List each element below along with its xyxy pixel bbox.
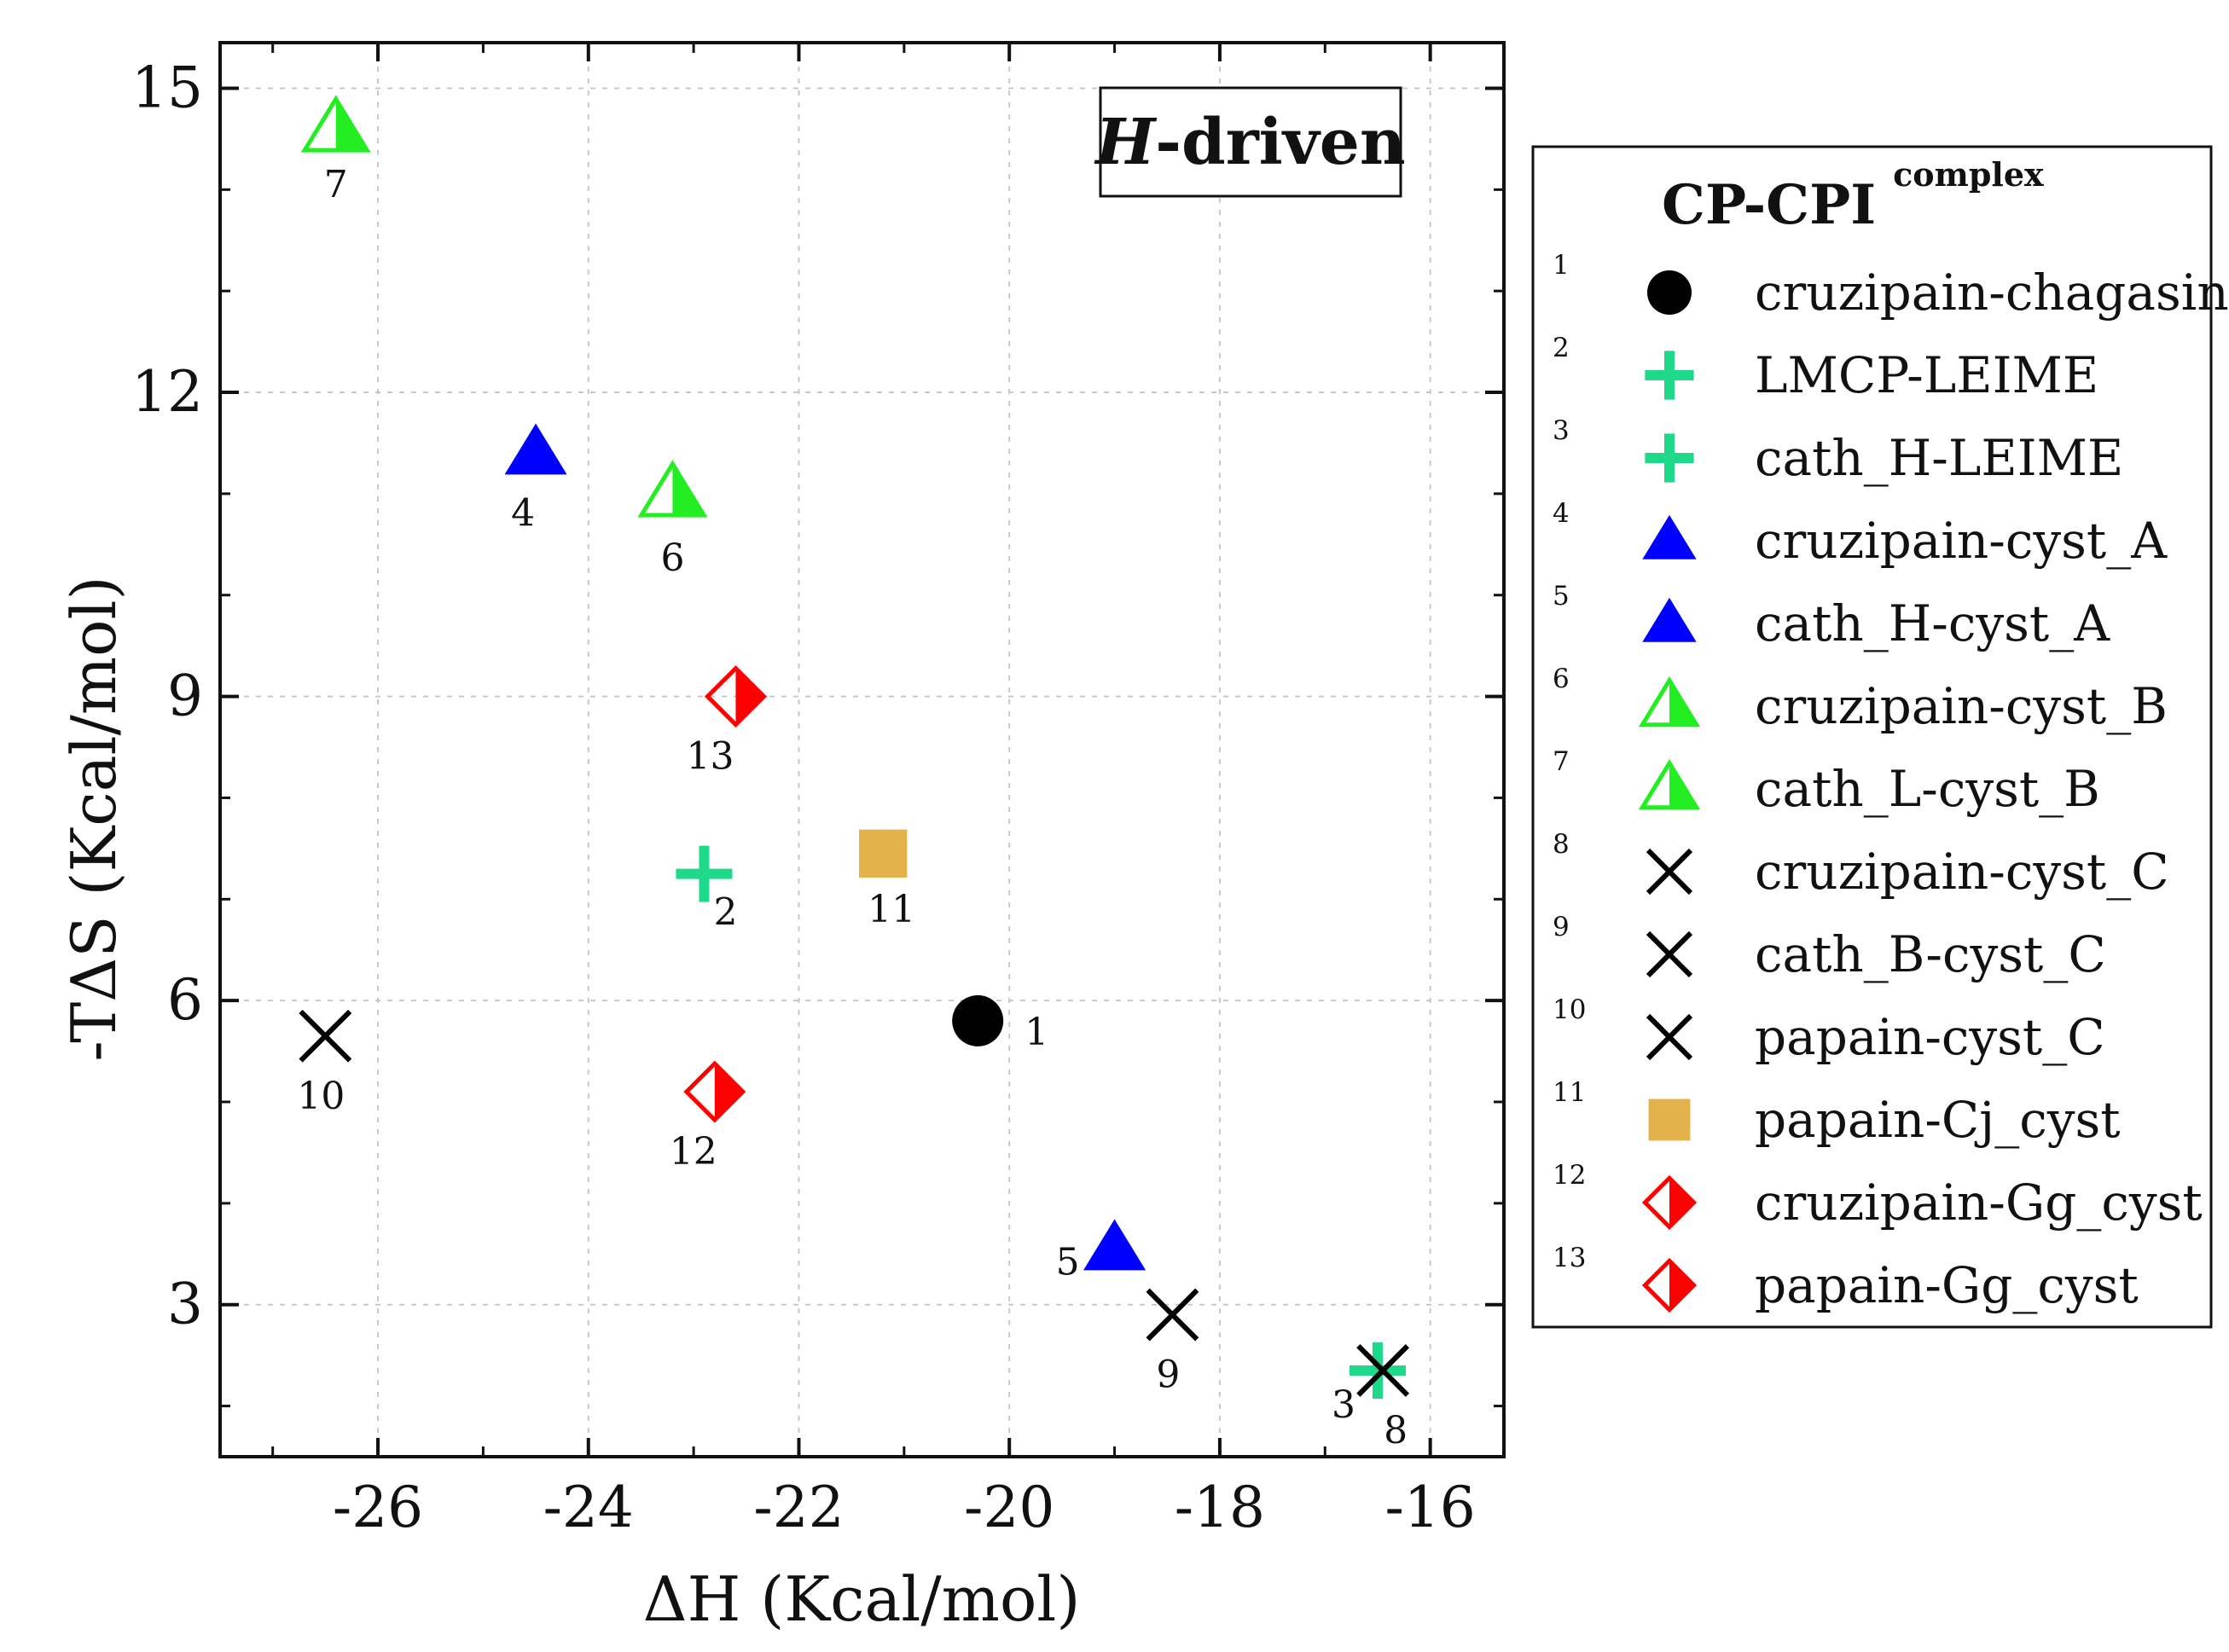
point-12-marker	[683, 1060, 746, 1123]
grid	[220, 43, 1504, 1457]
point-label: 10	[297, 1075, 345, 1118]
plot-frame	[218, 41, 1506, 1458]
legend-marker-10	[1646, 1013, 1693, 1061]
y-tick-label: 6	[167, 967, 203, 1033]
legend-marker-11	[1648, 1098, 1691, 1141]
annotation-text: H-driven	[1094, 106, 1405, 179]
x-tick-label: -26	[333, 1475, 423, 1540]
point-2-marker	[676, 845, 733, 902]
legend-marker-3	[1645, 433, 1694, 483]
y-axis-title: -TΔS (Kcal/mol)	[58, 576, 130, 1061]
point-10-marker	[299, 1009, 352, 1063]
legend-entry-number: 12	[1553, 1160, 1586, 1191]
point-7-marker	[300, 95, 371, 153]
legend-entry-number: 11	[1553, 1077, 1586, 1108]
point-6-marker	[637, 460, 708, 518]
legend-entry-number: 3	[1553, 415, 1570, 446]
legend-marker-12	[1641, 1174, 1698, 1231]
point-label: 9	[1156, 1353, 1180, 1397]
point-1-marker	[952, 994, 1004, 1046]
legend-entry-label: cath_H-LEIME	[1755, 429, 2123, 487]
legend-entry-label: LMCP-LEIME	[1755, 346, 2098, 404]
legend-entry-number: 10	[1553, 994, 1586, 1025]
point-label: 1	[1025, 1011, 1048, 1054]
y-tick-label: 12	[131, 359, 203, 425]
x-tick-label: -22	[753, 1475, 844, 1540]
legend-entry-label: cath_L-cyst_B	[1755, 760, 2100, 818]
point-4-marker	[504, 423, 567, 475]
legend-entry-number: 1	[1553, 250, 1570, 281]
annotation-rest: -driven	[1155, 106, 1405, 179]
legend-entry-label: cath_B-cyst_C	[1755, 925, 2106, 983]
legend-marker-7	[1638, 759, 1701, 810]
point-13-marker	[704, 665, 768, 728]
x-tick-label: -24	[543, 1475, 634, 1540]
legend-marker-4	[1642, 514, 1697, 559]
legend-marker-2	[1645, 351, 1694, 400]
point-label: 6	[660, 536, 684, 580]
y-tick-label: 15	[131, 55, 203, 120]
legend-entry-number: 4	[1553, 498, 1570, 529]
legend-entry-number: 13	[1553, 1243, 1586, 1273]
annotation-box	[1099, 86, 1402, 198]
x-tick-label: -18	[1175, 1475, 1265, 1540]
point-label: 11	[868, 888, 915, 931]
x-axis-title: ΔH (Kcal/mol)	[643, 1563, 1081, 1635]
legend-entry-label: cruzipain-Gg_cyst	[1755, 1174, 2203, 1232]
point-label: 3	[1332, 1383, 1355, 1427]
legend-marker-5	[1642, 597, 1697, 642]
legend-entry-number: 9	[1553, 912, 1570, 942]
legend-marker-13	[1641, 1257, 1698, 1313]
legend-entry-number: 6	[1553, 664, 1570, 694]
legend-entry-label: papain-cyst_C	[1755, 1008, 2105, 1066]
legend-entry-label: papain-Gg_cyst	[1755, 1256, 2139, 1314]
legend-entry-label: cath_H-cyst_A	[1755, 594, 2110, 652]
legend-entry-number: 7	[1553, 746, 1570, 777]
legend-entries: 1 cruzipain-chagasin 2 LMCP-LEIME 3 cath_H-LE…	[1553, 250, 2229, 1314]
legend-title: CP-CPI complex	[1662, 155, 2044, 237]
annotation-italic: H	[1094, 106, 1157, 179]
point-8-marker	[1356, 1344, 1410, 1397]
legend-entry-number: 8	[1553, 829, 1570, 860]
x-tick-label: -20	[964, 1475, 1054, 1540]
point-label: 4	[511, 491, 535, 535]
legend-entry-label: cruzipain-cyst_A	[1755, 512, 2168, 570]
point-label: 13	[686, 735, 734, 779]
y-tick-label: 9	[167, 664, 203, 729]
legend-entry-number: 5	[1553, 581, 1570, 612]
point-9-marker	[1146, 1288, 1199, 1342]
legend-entry-label: papain-Cj_cyst	[1755, 1091, 2121, 1149]
legend-entry-label: cruzipain-chagasin	[1755, 264, 2229, 322]
point-11-marker	[858, 829, 908, 878]
point-5-marker	[1083, 1219, 1146, 1271]
legend-marker-1	[1647, 270, 1692, 315]
legend-marker-9	[1646, 930, 1693, 978]
y-tick-label: 3	[167, 1272, 203, 1337]
x-tick-label: -16	[1384, 1475, 1475, 1540]
point-label: 7	[324, 163, 348, 206]
legend-entry-label: cruzipain-cyst_C	[1755, 843, 2169, 901]
point-label: 5	[1056, 1240, 1080, 1284]
point-label: 12	[670, 1130, 717, 1174]
legend-box	[1531, 145, 2213, 1329]
legend-title-superscript: complex	[1893, 155, 2044, 194]
legend-entry-label: cruzipain-cyst_B	[1755, 677, 2168, 735]
legend-marker-6	[1638, 676, 1701, 727]
legend-title-main: CP-CPI	[1662, 173, 1876, 237]
point-label: 8	[1384, 1409, 1408, 1452]
legend-marker-8	[1646, 848, 1693, 896]
point-label: 2	[713, 891, 737, 935]
legend-entry-number: 2	[1553, 333, 1570, 363]
point-3-marker	[1349, 1342, 1406, 1399]
